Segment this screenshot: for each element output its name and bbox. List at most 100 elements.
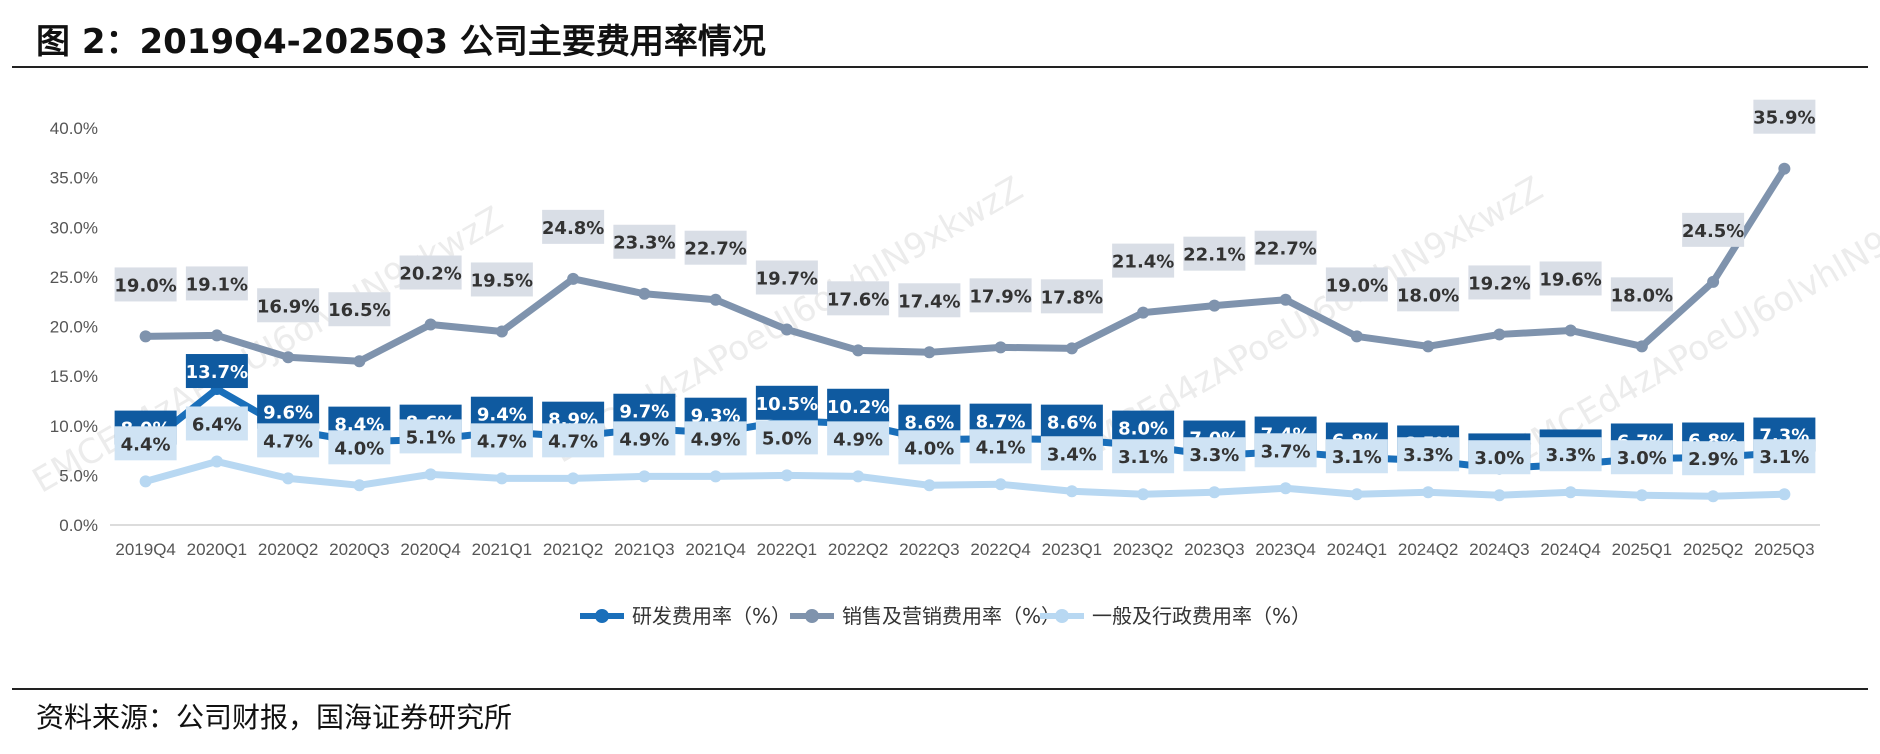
data-label-text: 19.0% [114,275,176,296]
data-label-box [827,281,890,316]
data-label: 19.0% [114,267,177,302]
data-label-box [1254,433,1317,468]
y-tick-label: 40.0% [50,119,98,138]
data-label: 2.9% [1682,441,1745,476]
data-point [852,470,865,483]
data-label-text: 4.4% [121,434,171,455]
data-label: 17.8% [1041,279,1103,314]
data-label-text: 24.8% [542,218,604,239]
legend-item: 研发费用率（%） [580,604,791,628]
data-point [1279,293,1292,306]
data-label-box [1183,437,1246,472]
data-label: 19.2% [1468,265,1531,300]
data-label-box [898,283,961,318]
x-tick-label: 2022Q3 [899,540,960,559]
data-label: 4.9% [684,421,747,456]
data-label-text: 3.3% [1546,445,1596,466]
data-label: 22.7% [1254,230,1317,265]
x-tick-label: 2021Q4 [685,540,746,559]
data-label: 4.0% [898,430,961,465]
data-label-text: 22.1% [1183,245,1245,266]
data-point [852,344,865,357]
x-tick-label: 2024Q2 [1398,540,1459,559]
data-label-box [542,423,605,458]
data-label-box [1040,436,1103,471]
data-label-box [1397,437,1460,472]
data-point [353,355,366,368]
data-point [709,470,722,483]
data-label-box [399,419,462,454]
data-label-text: 4.7% [477,431,527,452]
data-point [1635,340,1648,353]
legend-label: 研发费用率（%） [632,604,791,628]
data-label: 21.4% [1112,243,1174,278]
y-axis: 0.0% 5.0% 10.0% 15.0% 20.0% 25.0% 30.0% 35.0% 40… [50,119,98,535]
data-point [1137,488,1150,501]
data-label: 17.4% [898,283,961,318]
data-point [709,293,722,306]
data-label: 4.7% [257,423,320,458]
data-label-text: 3.1% [1332,447,1382,468]
data-label-box [1539,437,1602,472]
data-label-text: 9.4% [477,405,527,426]
data-label: 8.0% [1112,410,1175,445]
data-point [567,472,580,485]
data-label-box [613,224,676,259]
data-label-box [1325,439,1388,474]
data-point [1778,488,1791,501]
legend-item: 销售及营销费用率（%） [790,604,1061,628]
data-label-text: 4.0% [904,438,954,459]
data-label-text: 3.3% [1189,445,1239,466]
data-label-box [257,423,320,458]
data-point [780,469,793,482]
data-label: 18.0% [1610,277,1673,312]
data-label-box [1610,277,1673,312]
source-note: 资料来源：公司财报，国海证券研究所 [36,701,513,734]
data-label-text: 4.7% [548,431,598,452]
x-tick-label: 2020Q4 [400,540,461,559]
data-point [495,325,508,338]
data-label: 16.5% [328,292,391,327]
data-label-box [1112,439,1175,474]
data-label-text: 4.0% [334,438,384,459]
data-point [1208,299,1221,312]
data-label-text: 19.1% [186,274,248,295]
x-tick-label: 2024Q1 [1327,540,1388,559]
data-label-text: 23.3% [613,233,675,254]
data-label-text: 9.7% [619,402,669,423]
legend-swatch-marker [1055,609,1069,623]
data-point [353,479,366,492]
data-label: 19.7% [756,260,818,295]
x-tick-label: 2020Q1 [187,540,248,559]
data-label-box [399,255,462,290]
data-label-box [755,385,818,420]
y-tick-label: 15.0% [50,367,98,386]
data-label-text: 19.6% [1539,269,1601,290]
data-point [1422,486,1435,499]
data-label-text: 5.0% [762,428,812,449]
x-tick-label: 2023Q1 [1042,540,1103,559]
data-point [210,329,223,342]
data-label: 3.7% [1254,433,1317,468]
data-point [1137,306,1150,319]
line-chart: 0.0% 5.0% 10.0% 15.0% 20.0% 25.0% 30.0% 35.0% 40… [50,99,1820,628]
data-label-text: 17.9% [969,286,1031,307]
data-label-text: 17.8% [1041,287,1103,308]
data-label-text: 24.5% [1682,221,1744,242]
series-line [142,457,1788,500]
data-label-text: 3.1% [1759,447,1809,468]
data-label-box [114,267,177,302]
data-label: 20.2% [399,255,462,290]
data-label-box [755,420,818,455]
y-tick-label: 25.0% [50,268,98,287]
title-rule [12,66,1868,68]
data-point [567,272,580,285]
source-rule [12,688,1868,690]
data-point [139,475,152,488]
data-label-box [185,354,248,389]
data-label-box [1468,265,1531,300]
data-label: 10.5% [755,385,818,420]
data-label-box [1040,404,1103,439]
data-point [424,468,437,481]
data-label-box [969,429,1032,464]
